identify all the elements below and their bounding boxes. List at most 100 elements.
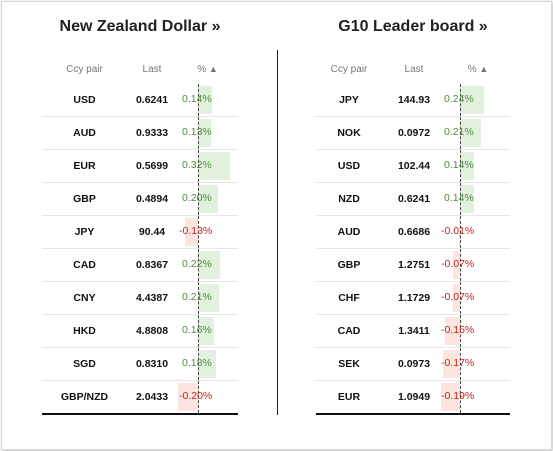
percent-change-value: 0.14% bbox=[444, 192, 474, 204]
last-price-cell: 1.1729 bbox=[382, 281, 446, 315]
change-bar bbox=[441, 383, 460, 411]
ccy-pair-cell: CHF bbox=[316, 281, 382, 315]
last-price-cell: 0.8367 bbox=[127, 248, 177, 282]
last-price-cell: 0.8310 bbox=[127, 347, 177, 381]
ccy-pair-cell: HKD bbox=[42, 314, 127, 348]
table-row[interactable]: USD 0.6241 0.14% bbox=[42, 84, 238, 117]
last-price-cell: 2.0433 bbox=[127, 380, 177, 415]
percent-change-value: 0.21% bbox=[444, 126, 474, 138]
zero-line bbox=[198, 381, 199, 413]
table-row[interactable]: NZD 0.6241 0.14% bbox=[316, 182, 510, 216]
sort-ascending-icon: ▲ bbox=[479, 63, 489, 74]
zero-line bbox=[198, 282, 199, 314]
zero-line bbox=[198, 315, 199, 347]
last-price-cell: 0.9333 bbox=[127, 116, 177, 150]
ccy-pair-cell: SEK bbox=[316, 347, 382, 381]
g10-table: Ccy pair Last % ▲ JPY 144.93 0.24% NOK 0.097… bbox=[316, 54, 510, 415]
table-row[interactable]: USD 102.44 0.14% bbox=[316, 149, 510, 183]
g10-panel-title[interactable]: G10 Leader board » bbox=[338, 18, 488, 35]
change-bar bbox=[198, 86, 212, 114]
table-row[interactable]: GBP/NZD 2.0433 -0.20% bbox=[42, 380, 238, 415]
sort-ascending-icon: ▲ bbox=[208, 63, 218, 74]
zero-line bbox=[460, 282, 461, 314]
table-row[interactable]: NOK 0.0972 0.21% bbox=[316, 116, 510, 150]
nzd-panel-title[interactable]: New Zealand Dollar » bbox=[59, 18, 221, 35]
ccy-pair-cell: GBP/NZD bbox=[42, 380, 127, 415]
percent-header[interactable]: % ▲ bbox=[446, 54, 510, 84]
zero-line bbox=[198, 348, 199, 380]
change-bar bbox=[443, 350, 460, 378]
table-row[interactable]: CHF 1.1729 -0.07% bbox=[316, 281, 510, 315]
table-row[interactable]: CNY 4.4387 0.21% bbox=[42, 281, 238, 315]
last-price-cell: 1.0949 bbox=[382, 380, 446, 415]
percent-header[interactable]: % ▲ bbox=[177, 54, 238, 84]
table-row[interactable]: GBP 1.2751 -0.07% bbox=[316, 248, 510, 282]
panel-divider bbox=[277, 50, 278, 415]
percent-change-value: 0.14% bbox=[444, 159, 474, 171]
zero-line bbox=[460, 150, 461, 182]
table-row[interactable]: GBP 0.4894 0.20% bbox=[42, 182, 238, 216]
table-row[interactable]: CAD 1.3411 -0.15% bbox=[316, 314, 510, 348]
last-price-cell: 0.0973 bbox=[382, 347, 446, 381]
table-row[interactable]: JPY 144.93 0.24% bbox=[316, 84, 510, 117]
ccy-pair-cell: NOK bbox=[316, 116, 382, 150]
percent-change-value: 0.21% bbox=[182, 291, 212, 303]
zero-line bbox=[460, 183, 461, 215]
ccy-pair-cell: EUR bbox=[42, 149, 127, 183]
table-row[interactable]: JPY 90.44 -0.13% bbox=[42, 215, 238, 249]
percent-change-value: 0.20% bbox=[182, 192, 212, 204]
change-bar bbox=[198, 185, 218, 213]
last-price-cell: 4.4387 bbox=[127, 281, 177, 315]
percent-change-value: -0.19% bbox=[441, 390, 475, 402]
table-row[interactable]: EUR 0.5699 0.32% bbox=[42, 149, 238, 183]
change-bar bbox=[185, 218, 198, 246]
percent-change-cell: 0.21% bbox=[177, 281, 238, 315]
percent-change-value: 0.13% bbox=[182, 126, 212, 138]
ccy-pair-cell: JPY bbox=[42, 215, 127, 249]
table-row[interactable]: AUD 0.6686 -0.01% bbox=[316, 215, 510, 249]
change-bar bbox=[459, 218, 460, 246]
ccy-pair-header[interactable]: Ccy pair bbox=[66, 63, 103, 75]
percent-change-value: 0.14% bbox=[182, 93, 212, 105]
last-price-cell: 1.3411 bbox=[382, 314, 446, 348]
percent-change-cell: -0.15% bbox=[441, 314, 510, 348]
table-row[interactable]: SEK 0.0973 -0.17% bbox=[316, 347, 510, 381]
percent-change-cell: 0.14% bbox=[444, 182, 510, 216]
zero-line bbox=[198, 150, 199, 182]
last-price-cell: 90.44 bbox=[127, 215, 177, 249]
percent-change-value: -0.17% bbox=[441, 357, 475, 369]
table-row[interactable]: HKD 4.8808 0.16% bbox=[42, 314, 238, 348]
zero-line bbox=[198, 216, 199, 248]
percent-change-value: -0.20% bbox=[179, 390, 213, 402]
zero-line bbox=[198, 249, 199, 281]
table-row[interactable]: EUR 1.0949 -0.19% bbox=[316, 380, 510, 415]
percent-change-cell: -0.17% bbox=[441, 347, 510, 381]
percent-change-value: 0.18% bbox=[182, 357, 212, 369]
table-row[interactable]: SGD 0.8310 0.18% bbox=[42, 347, 238, 381]
ccy-pair-cell: GBP bbox=[316, 248, 382, 282]
ccy-pair-cell: AUD bbox=[42, 116, 127, 150]
zero-line bbox=[198, 84, 199, 116]
last-header[interactable]: Last bbox=[404, 63, 424, 75]
last-price-cell: 0.0972 bbox=[382, 116, 446, 150]
last-price-cell: 0.6241 bbox=[382, 182, 446, 216]
zero-line bbox=[460, 249, 461, 281]
change-bar bbox=[460, 185, 474, 213]
last-header[interactable]: Last bbox=[142, 63, 162, 75]
table-header-row: Ccy pair Last % ▲ bbox=[42, 54, 238, 84]
table-row[interactable]: CAD 0.8367 0.22% bbox=[42, 248, 238, 282]
percent-change-cell: 0.20% bbox=[177, 182, 238, 216]
last-price-cell: 4.8808 bbox=[127, 314, 177, 348]
percent-change-cell: 0.22% bbox=[177, 248, 238, 282]
ccy-pair-header[interactable]: Ccy pair bbox=[330, 63, 368, 75]
last-price-cell: 0.4894 bbox=[127, 182, 177, 216]
percent-change-cell: 0.16% bbox=[177, 314, 238, 348]
change-bar bbox=[460, 152, 474, 180]
table-row[interactable]: AUD 0.9333 0.13% bbox=[42, 116, 238, 150]
percent-change-cell: 0.21% bbox=[444, 116, 510, 150]
ccy-pair-cell: EUR bbox=[316, 380, 382, 415]
change-bar bbox=[453, 284, 460, 312]
zero-line bbox=[198, 117, 199, 149]
ccy-pair-cell: SGD bbox=[42, 347, 127, 381]
